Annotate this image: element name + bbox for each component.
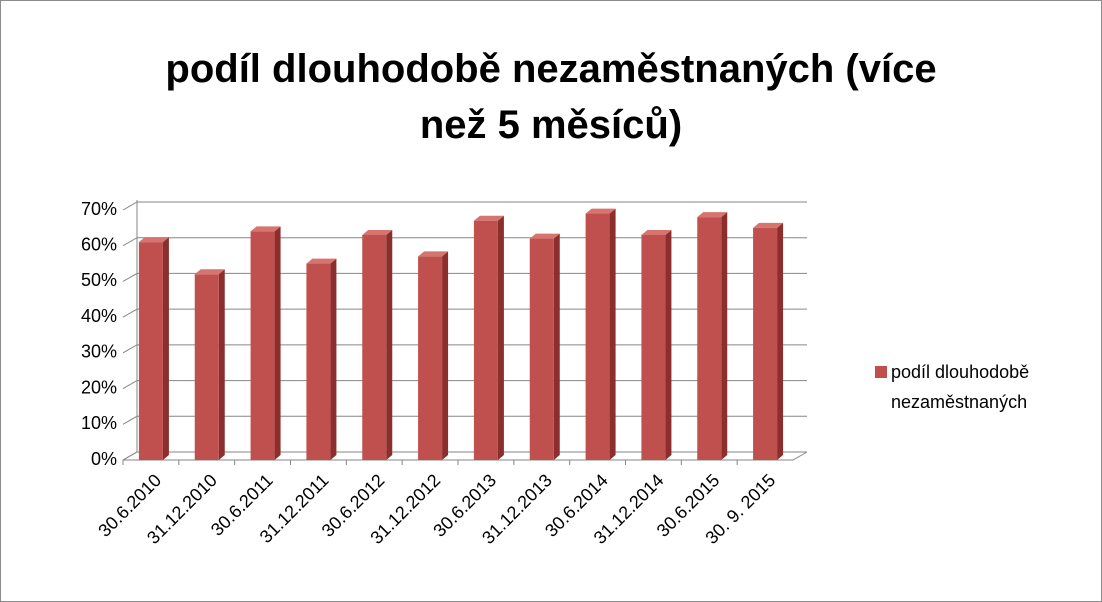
- grid-line: [122, 451, 807, 461]
- y-tick-label: 20%: [81, 377, 117, 397]
- bar-top: [138, 237, 169, 243]
- bar: [641, 235, 666, 460]
- bar-top: [194, 269, 225, 275]
- bar-side: [218, 269, 225, 460]
- bar-side: [330, 258, 337, 460]
- bar-side: [553, 233, 560, 460]
- bar: [138, 242, 163, 460]
- y-tick-label: 10%: [81, 413, 117, 433]
- y-tick-label: 30%: [81, 342, 117, 362]
- bar: [753, 227, 778, 460]
- bar-top: [473, 215, 504, 221]
- bar-top: [585, 208, 616, 214]
- bar: [585, 213, 610, 460]
- legend-label: podíl dlouhodobě nezaměstnaných: [891, 362, 1030, 412]
- y-tick-label: 0%: [91, 449, 117, 469]
- bar-top: [250, 226, 281, 232]
- bar-side: [665, 230, 672, 460]
- bar: [697, 217, 722, 460]
- chart-title: podíl dlouhodobě nezaměstnaných (více ne…: [165, 47, 937, 147]
- bar-top: [362, 230, 393, 235]
- bar-side: [609, 208, 616, 460]
- bar-side: [497, 215, 504, 460]
- bar-side: [274, 226, 281, 460]
- grid-line: [122, 201, 807, 211]
- grid-line: [122, 380, 807, 390]
- bar-top: [418, 251, 449, 257]
- grid-line: [122, 272, 807, 282]
- bar-top: [697, 212, 728, 218]
- bar: [362, 235, 387, 460]
- bar-side: [386, 230, 393, 460]
- y-tick-label: 60%: [81, 234, 117, 254]
- bar: [418, 256, 443, 460]
- bar-side: [721, 212, 728, 460]
- y-tick-label: 40%: [81, 306, 117, 326]
- y-tick-label: 70%: [81, 199, 117, 219]
- bar-top: [529, 233, 560, 239]
- legend: podíl dlouhodobě nezaměstnaných: [875, 357, 1101, 417]
- bar: [306, 263, 331, 460]
- y-tick-label: 50%: [81, 270, 117, 290]
- legend-swatch: [875, 366, 887, 378]
- grid-line: [122, 308, 807, 318]
- bar: [473, 220, 498, 460]
- bar-top: [641, 230, 672, 235]
- bar: [250, 231, 275, 460]
- bar-side: [777, 222, 784, 460]
- bar: [194, 274, 219, 460]
- bar-top: [753, 222, 784, 228]
- bar-side: [442, 251, 449, 460]
- grid-line: [122, 344, 807, 354]
- bar-side: [162, 237, 169, 460]
- bar-top: [306, 258, 337, 264]
- grid-line: [122, 415, 807, 425]
- bar: [529, 238, 554, 460]
- grid-line: [122, 237, 807, 247]
